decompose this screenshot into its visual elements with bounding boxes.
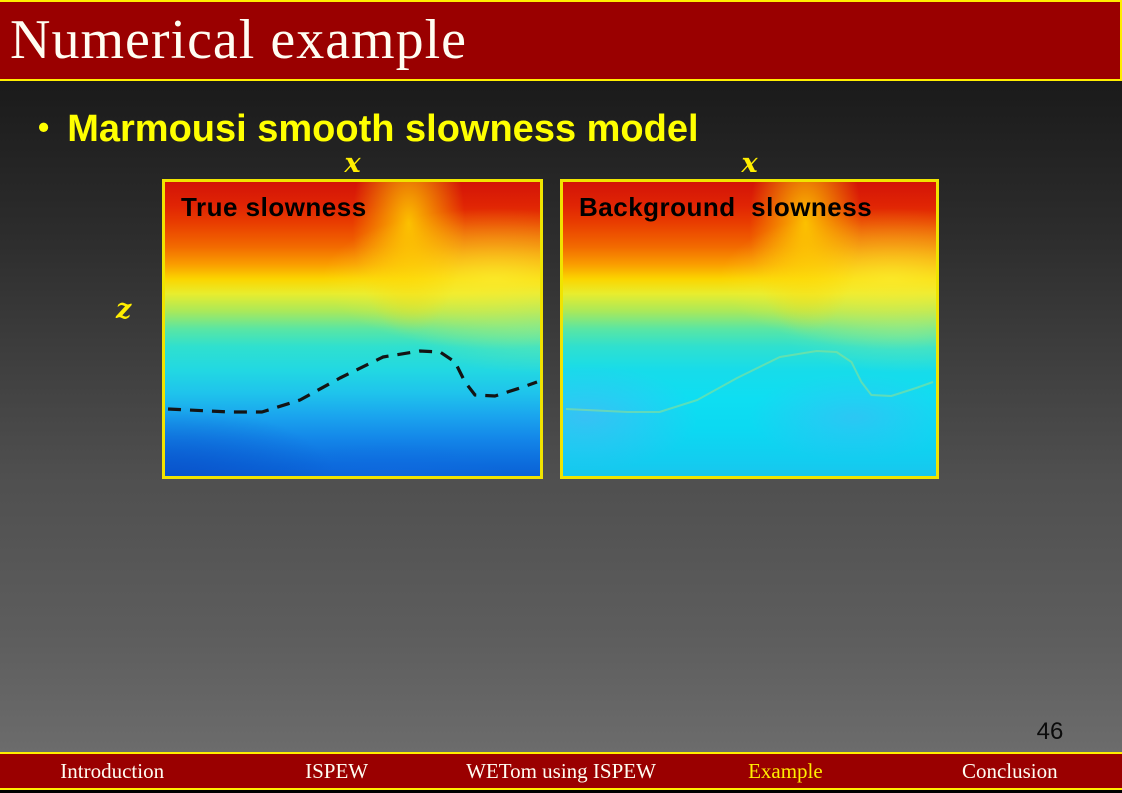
figure-true-slowness: True slowness	[162, 179, 543, 479]
figure-caption-background: Background slowness	[579, 192, 873, 222]
interface-dashed-curve	[167, 349, 538, 414]
nav-item-wetom-using-ispew[interactable]: WETom using ISPEW	[466, 758, 656, 783]
bottom-edge-strip	[0, 790, 1122, 793]
bullet-text: Marmousi smooth slowness model	[67, 108, 699, 150]
nav-item-introduction[interactable]: Introduction	[60, 758, 165, 783]
figure-background-slowness: Background slowness	[560, 179, 939, 479]
z-axis-label: z	[116, 294, 132, 325]
nav-item-ispew[interactable]: ISPEW	[305, 758, 369, 783]
slide-title: Numerical example	[10, 9, 468, 71]
bullet-line: • Marmousi smooth slowness model	[38, 108, 699, 151]
page-number: 46	[1036, 718, 1064, 745]
background-slowness-heatmap-image	[563, 182, 936, 476]
nav-item-example[interactable]: Example	[748, 758, 823, 783]
figure-caption-true: True slowness	[181, 192, 367, 222]
nav-item-conclusion[interactable]: Conclusion	[961, 758, 1058, 783]
bullet-icon: •	[38, 109, 50, 145]
true-slowness-heatmap-image	[165, 182, 540, 476]
x-axis-label-right: x	[741, 148, 758, 179]
footer-nav-bar: Introduction ISPEW WETom using ISPEW Exa…	[0, 752, 1122, 790]
x-axis-label-left: x	[344, 148, 361, 179]
title-bar: Numerical example	[0, 0, 1122, 81]
interface-faint-curve	[565, 350, 934, 413]
